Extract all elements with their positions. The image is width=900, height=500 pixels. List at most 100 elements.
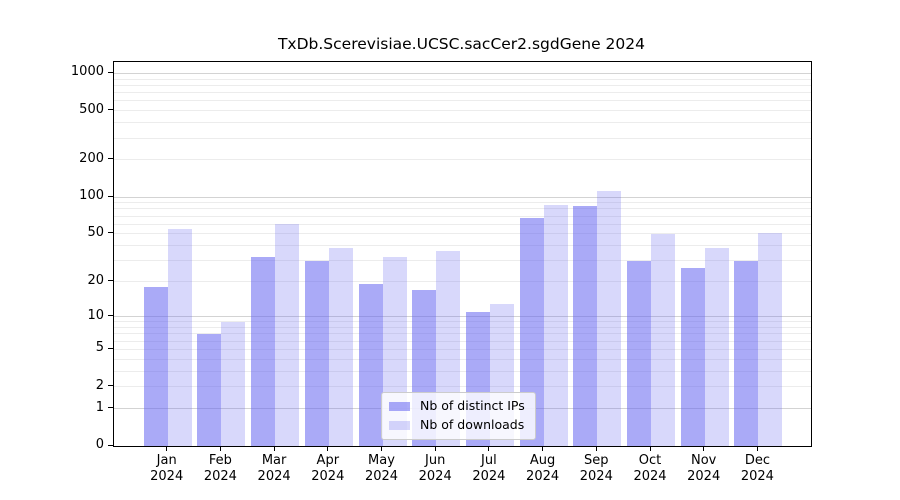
x-tick-mark [166,446,168,451]
gridline-minor [114,340,811,342]
bar-downloads-oct [651,233,675,446]
bar-downloads-feb [221,321,246,446]
x-tick-mark [488,446,490,451]
x-tick-label: Apr 2024 [311,453,345,484]
bar-downloads-apr [328,248,353,446]
gridline-minor [114,260,811,262]
x-tick-mark [595,446,597,451]
bar-ips-apr [304,260,329,446]
y-tick-mark [108,444,113,446]
y-tick-label: 1000 [70,64,104,80]
gridline-minor [114,281,811,283]
gridline-minor [114,370,811,372]
legend-swatch [389,401,410,411]
x-tick-label: Oct 2024 [633,453,667,484]
bar-ips-sep [573,206,598,446]
plot-area: Nb of distinct IPs Nb of downloads [113,61,812,447]
legend-label: Nb of distinct IPs [420,398,525,413]
bar-ips-dec [734,260,759,446]
x-tick-label: Dec 2024 [740,453,774,484]
gridline-minor [114,223,811,225]
gridline-minor [114,215,811,217]
gridline-major [114,196,811,198]
x-tick-mark [273,446,275,451]
legend-item: Nb of downloads [389,417,525,433]
gridline-minor [114,326,811,328]
bar-ips-mar [251,257,276,446]
y-tick-label: 10 [87,307,104,323]
bar-ips-oct [627,260,651,446]
bar-downloads-nov [704,248,729,446]
y-tick-label: 500 [79,101,104,117]
bar-downloads-jan [167,228,192,446]
x-tick-label: Mar 2024 [257,453,291,484]
gridline-minor [114,208,811,210]
gridline-minor [114,233,811,235]
y-tick-mark [108,315,113,317]
y-tick-label: 100 [79,188,104,204]
x-tick-mark [219,446,221,451]
y-tick-label: 0 [95,437,104,452]
y-tick-mark [108,347,113,349]
y-tick-label: 5 [95,340,104,356]
x-tick-label: Sep 2024 [579,453,613,484]
gridline-minor [114,110,811,112]
gridline-minor [114,202,811,204]
gridline-minor [114,100,811,102]
gridline-major [114,316,811,318]
bar-ips-feb [197,333,222,446]
y-tick-mark [108,195,113,197]
y-tick-label: 20 [87,272,104,288]
y-tick-mark [108,385,113,387]
x-tick-label: Jun 2024 [418,453,452,484]
x-tick-label: Nov 2024 [687,453,721,484]
gridline-minor [114,159,811,161]
x-tick-mark [703,446,705,451]
x-tick-mark [649,446,651,451]
y-tick-label: 50 [87,224,104,240]
gridline-major [114,72,811,74]
x-tick-label: Feb 2024 [203,453,237,484]
gridline-minor [114,84,811,86]
gridline-minor [114,122,811,124]
legend: Nb of distinct IPs Nb of downloads [381,392,536,440]
gridline-minor [114,358,811,360]
bar-downloads-aug [543,205,568,446]
x-tick-mark [542,446,544,451]
x-tick-mark [327,446,329,451]
gridline-minor [114,386,811,388]
y-tick-label: 2 [95,377,104,393]
y-tick-label: 1 [95,399,104,415]
y-tick-label: 200 [79,150,104,166]
x-tick-label: Aug 2024 [526,453,560,484]
x-tick-label: Jul 2024 [472,453,506,484]
bar-ips-nov [680,268,705,446]
gridline-minor [114,92,811,94]
gridline-minor [114,245,811,247]
x-tick-mark [756,446,758,451]
y-tick-mark [108,71,113,73]
legend-label: Nb of downloads [420,417,525,432]
x-tick-mark [434,446,436,451]
x-tick-label: May 2024 [364,453,399,484]
bar-downloads-mar [275,224,300,446]
legend-swatch [389,420,410,430]
x-tick-label: Jan 2024 [150,453,184,484]
gridline-minor [114,137,811,139]
y-tick-mark [108,407,113,409]
chart-title: TxDb.Scerevisiae.UCSC.sacCer2.sgdGene 20… [277,35,646,53]
y-tick-mark [108,280,113,282]
y-tick-mark [108,158,113,160]
bar-ips-may [358,284,383,446]
legend-item: Nb of distinct IPs [389,398,525,414]
bar-downloads-dec [758,232,783,446]
y-tick-mark [108,109,113,111]
x-tick-mark [381,446,382,451]
bar-ips-jan [143,287,168,446]
y-tick-mark [108,232,113,234]
gridline-minor [114,348,811,350]
bar-downloads-sep [597,191,622,446]
gridline-minor [114,78,811,80]
gridline-minor [114,321,811,323]
